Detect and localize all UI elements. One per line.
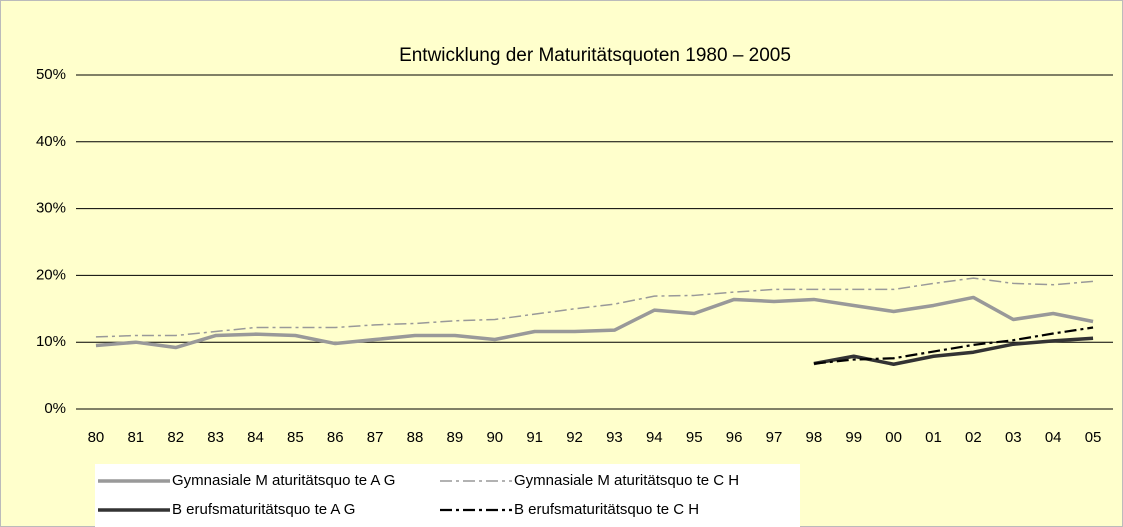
x-tick-label: 04 — [1045, 429, 1062, 446]
y-tick-label: 30% — [36, 200, 66, 217]
legend-label: Gymnasiale M aturitätsquo te A G — [172, 472, 395, 489]
x-tick-label: 91 — [526, 429, 543, 446]
x-tick-label: 85 — [287, 429, 304, 446]
x-tick-label: 97 — [766, 429, 783, 446]
x-tick-label: 84 — [247, 429, 264, 446]
x-tick-label: 99 — [845, 429, 862, 446]
x-tick-label: 81 — [127, 429, 144, 446]
x-tick-label: 90 — [486, 429, 503, 446]
x-tick-label: 00 — [885, 429, 902, 446]
y-tick-label: 10% — [36, 333, 66, 350]
y-tick-label: 20% — [36, 266, 66, 283]
x-tick-label: 94 — [646, 429, 663, 446]
legend-label: Gymnasiale M aturitätsquo te C H — [514, 472, 739, 489]
chart-title: Entwicklung der Maturitätsquoten 1980 – … — [399, 45, 791, 66]
legend-label: B erufsmaturitätsquo te A G — [172, 501, 355, 518]
x-tick-label: 87 — [367, 429, 384, 446]
x-tick-label: 88 — [407, 429, 424, 446]
y-tick-label: 50% — [36, 66, 66, 83]
x-tick-label: 80 — [88, 429, 105, 446]
x-tick-label: 02 — [965, 429, 982, 446]
series-line — [813, 326, 1094, 365]
series-line — [95, 295, 1094, 350]
x-tick-label: 83 — [207, 429, 224, 446]
series-line — [813, 336, 1094, 366]
legend-box — [95, 464, 800, 527]
x-tick-label: 01 — [925, 429, 942, 446]
x-tick-label: 03 — [1005, 429, 1022, 446]
y-tick-label: 40% — [36, 133, 66, 150]
legend-label: B erufsmaturitätsquo te C H — [514, 501, 699, 518]
series-line — [95, 277, 1094, 338]
x-tick-label: 92 — [566, 429, 583, 446]
x-tick-label: 82 — [167, 429, 184, 446]
x-tick-label: 98 — [806, 429, 823, 446]
x-tick-label: 86 — [327, 429, 344, 446]
x-tick-label: 95 — [686, 429, 703, 446]
x-tick-label: 96 — [726, 429, 743, 446]
x-tick-label: 89 — [447, 429, 464, 446]
x-tick-label: 05 — [1085, 429, 1102, 446]
y-tick-label: 0% — [44, 400, 66, 417]
x-tick-label: 93 — [606, 429, 623, 446]
